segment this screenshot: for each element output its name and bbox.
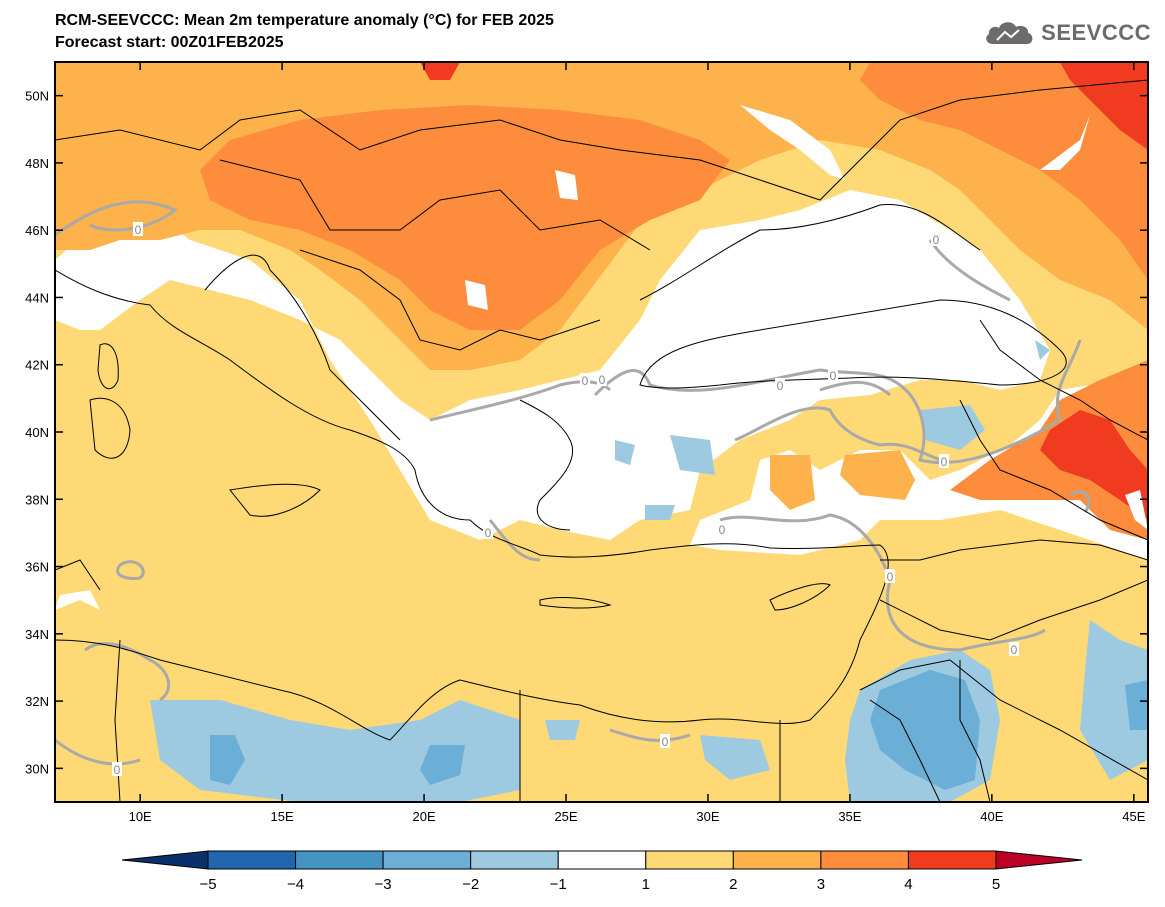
lat-tick-label: 40N <box>25 425 49 440</box>
lon-tick-label: 35E <box>838 809 861 824</box>
lon-tick-label: 15E <box>271 809 294 824</box>
contour-label: 0 <box>114 763 121 777</box>
lat-tick-label: 48N <box>25 156 49 171</box>
colorbar-level-label: 4 <box>904 876 912 893</box>
colorbar-segment <box>295 850 384 870</box>
colorbar-level-label: −2 <box>462 876 479 893</box>
lat-tick-label: 38N <box>25 492 49 507</box>
colorbar-segment <box>382 850 472 870</box>
lat-tick-label: 42N <box>25 358 49 373</box>
anomaly-shading <box>55 62 1148 802</box>
lon-tick-label: 45E <box>1122 809 1145 824</box>
colorbar-segment <box>470 850 559 870</box>
contour-label-bg <box>597 372 607 386</box>
contour-label-bg <box>133 222 143 236</box>
anomaly-region-minus-2-to-minus-3 <box>210 670 1148 790</box>
contour-label-bg <box>483 525 493 539</box>
lat-tick-label: 44N <box>25 290 49 305</box>
logo-text: SEEVCCC <box>1041 20 1151 45</box>
contour-label-bg <box>828 368 838 382</box>
lon-tick-label: 20E <box>412 809 435 824</box>
lat-tick-label: 36N <box>25 560 49 575</box>
contour-label-bg <box>775 378 785 392</box>
contour-label-bg <box>112 762 122 776</box>
forecast-start-label: Forecast start: 00Z01FEB2025 <box>55 34 284 51</box>
contour-label: 0 <box>719 523 726 537</box>
white-patches-north <box>465 105 1148 530</box>
colorbar-level-label: −4 <box>287 876 304 893</box>
contour-label-bg <box>580 373 590 387</box>
contour-label-bg <box>1009 642 1019 656</box>
lon-tick-label: 30E <box>696 809 719 824</box>
coastlines-borders <box>55 79 1148 802</box>
contour-label: 0 <box>485 526 492 540</box>
contour-label: 0 <box>599 373 606 387</box>
map-title: RCM-SEEVCCC: Mean 2m temperature anomaly… <box>55 12 554 29</box>
contour-label: 0 <box>887 570 894 584</box>
contour-label-bg <box>660 734 670 748</box>
contour-label-bg <box>939 454 949 468</box>
colorbar-segment <box>820 850 909 870</box>
anomaly-region-3-to-4 <box>200 62 1148 540</box>
colorbar: −5 −4 −3 −2 −1 1 2 3 4 5 <box>121 850 1083 893</box>
colorbar-level-label: 5 <box>992 876 1000 893</box>
colorbar-level-label: −3 <box>375 876 392 893</box>
longitude-axis: 10E 15E 20E 25E 30E 35E 40E 45E <box>129 62 1146 824</box>
colorbar-segment <box>207 850 297 870</box>
colorbar-level-label: 3 <box>817 876 825 893</box>
lon-tick-label: 25E <box>554 809 577 824</box>
contour-label-bg <box>931 232 941 246</box>
colorbar-level-label: 1 <box>642 876 650 893</box>
colorbar-min-arrow <box>121 850 209 870</box>
contour-label-bg <box>717 522 727 536</box>
lat-tick-label: 30N <box>25 761 49 776</box>
contour-label: 0 <box>135 223 142 237</box>
colorbar-level-label: −1 <box>550 876 567 893</box>
colorbar-max-arrow <box>995 850 1083 870</box>
contour-label: 0 <box>933 233 940 247</box>
contour-label-bg <box>885 569 895 583</box>
cloud-icon <box>986 22 1033 44</box>
lat-tick-label: 34N <box>25 627 49 642</box>
lon-tick-label: 10E <box>129 809 152 824</box>
contour-label: 0 <box>777 379 784 393</box>
colorbar-level-label: −5 <box>199 876 216 893</box>
lat-tick-label: 50N <box>25 89 49 104</box>
contour-label: 0 <box>941 455 948 469</box>
latitude-axis: 50N 48N 46N 44N 42N 40N 38N 36N 34N 32N 30N <box>25 89 1148 776</box>
anomaly-region-4-to-5 <box>420 62 1148 520</box>
colorbar-segment <box>907 850 997 870</box>
contour-label: 0 <box>1011 643 1018 657</box>
contour-label: 0 <box>582 374 589 388</box>
colorbar-segment <box>645 850 734 870</box>
colorbar-segment <box>732 850 822 870</box>
colorbar-segment <box>557 850 647 870</box>
colorbar-level-label: 2 <box>729 876 737 893</box>
lat-tick-label: 32N <box>25 694 49 709</box>
contour-label: 0 <box>662 735 669 749</box>
lat-tick-label: 46N <box>25 223 49 238</box>
contour-label: 0 <box>830 369 837 383</box>
lon-tick-label: 40E <box>980 809 1003 824</box>
warm-spot-anatolia <box>770 450 915 510</box>
seevccc-logo: SEEVCCC <box>983 18 1151 48</box>
